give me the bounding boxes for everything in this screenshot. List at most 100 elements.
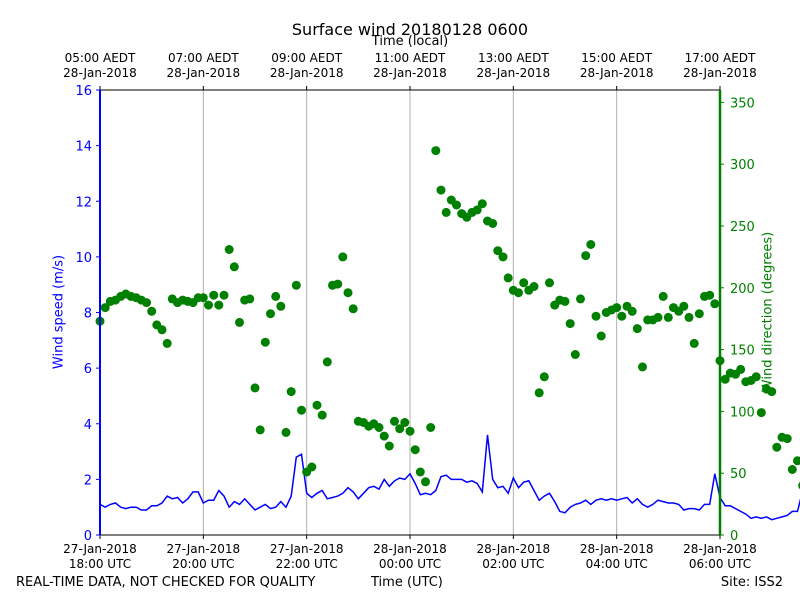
- wind-direction-point: [297, 405, 306, 415]
- wind-direction-point: [684, 312, 694, 322]
- x-tick-label-bottom: 28-Jan-2018: [477, 542, 551, 556]
- wind-direction-point: [142, 298, 151, 308]
- wind-direction-point: [276, 301, 286, 311]
- x-tick-label-top: 17:00 AEDT: [685, 51, 756, 65]
- y-right-tick-label: 350: [730, 96, 755, 111]
- wind-direction-point: [617, 311, 627, 321]
- wind-direction-point: [545, 278, 554, 288]
- wind-direction-point: [384, 441, 394, 451]
- wind-direction-point: [204, 300, 213, 310]
- axes: [96, 86, 724, 539]
- wind-direction-point: [307, 462, 317, 472]
- wind-direction-point: [570, 350, 580, 359]
- wind-direction-point: [400, 418, 410, 427]
- wind-direction-point: [514, 288, 523, 298]
- x-tick-label-top: 05:00 AEDT: [65, 51, 136, 65]
- x-tick-label-top: 13:00 AEDT: [478, 51, 549, 65]
- wind-direction-point: [503, 273, 513, 283]
- wind-direction-point: [452, 200, 461, 210]
- x-tick-label-bottom: 04:00 UTC: [586, 557, 648, 571]
- wind-direction-point: [214, 300, 224, 310]
- x-tick-label-bottom: 18:00 UTC: [69, 557, 131, 571]
- wind-direction-point: [147, 306, 157, 316]
- wind-direction-point: [586, 240, 596, 249]
- x-tick-label-bottom: 27-Jan-2018: [167, 542, 241, 556]
- wind-direction-point: [477, 199, 487, 209]
- wind-direction-point: [498, 252, 508, 262]
- wind-direction-point: [405, 426, 415, 436]
- x-tick-label-bottom: 20:00 UTC: [172, 557, 234, 571]
- wind-direction-point: [653, 312, 663, 322]
- wind-direction-point: [312, 400, 322, 410]
- wind-direction-point: [756, 408, 766, 418]
- wind-direction-point: [219, 290, 229, 300]
- wind-direction-point: [379, 431, 389, 441]
- y-left-tick-label: 0: [84, 529, 92, 544]
- top-axis-label: Time (local): [371, 34, 449, 49]
- wind-direction-point: [529, 282, 539, 291]
- wind-direction-point: [198, 293, 208, 303]
- wind-direction-point: [519, 278, 529, 288]
- right-axis-label: Wind direction (degrees): [760, 231, 776, 393]
- wind-direction-point: [772, 442, 782, 452]
- wind-direction-point: [421, 477, 430, 487]
- wind-direction-point: [100, 303, 110, 313]
- x-tick-label-top: 28-Jan-2018: [167, 66, 241, 80]
- x-tick-label-top: 28-Jan-2018: [270, 66, 344, 80]
- x-tick-label-top: 28-Jan-2018: [63, 66, 137, 80]
- wind-direction-point: [281, 427, 291, 437]
- wind-direction-point: [431, 146, 441, 156]
- x-tick-label-top: 11:00 AEDT: [375, 51, 446, 65]
- wind-direction-point: [260, 337, 270, 347]
- wind-direction-point: [679, 301, 689, 311]
- wind-direction-point: [751, 372, 761, 382]
- x-tick-label-bottom: 06:00 UTC: [689, 557, 751, 571]
- y-left-tick-label: 8: [84, 307, 92, 322]
- wind-direction-point: [322, 357, 332, 367]
- wind-direction-point: [787, 465, 797, 474]
- wind-direction-point: [689, 338, 699, 348]
- wind-direction-point: [162, 338, 172, 348]
- grid-lines: [202, 90, 618, 535]
- x-tick-label-bottom: 27-Jan-2018: [270, 542, 344, 556]
- wind-direction-point: [472, 205, 482, 215]
- x-tick-label-bottom: 00:00 UTC: [379, 557, 441, 571]
- wind-direction-point: [596, 331, 606, 341]
- x-tick-label-top: 28-Jan-2018: [373, 66, 447, 80]
- wind-direction-point: [534, 388, 544, 398]
- x-tick-label-bottom: 27-Jan-2018: [63, 542, 137, 556]
- x-tick-label-bottom: 28-Jan-2018: [683, 542, 757, 556]
- wind-direction-point: [255, 425, 265, 435]
- wind-direction-point: [426, 423, 436, 432]
- wind-direction-point: [663, 312, 673, 322]
- chart-title: Surface wind 20180128 0600: [291, 20, 529, 39]
- x-tick-label-top: 28-Jan-2018: [580, 66, 654, 80]
- wind-direction-point: [565, 319, 575, 329]
- bottom-axis-label: Time (UTC): [371, 575, 443, 590]
- x-tick-label-top: 28-Jan-2018: [683, 66, 757, 80]
- wind-direction-point: [157, 325, 167, 335]
- wind-direction-point: [581, 251, 591, 261]
- wind-direction-point: [632, 324, 642, 334]
- wind-direction-point: [245, 294, 255, 304]
- direction-series: [95, 146, 800, 490]
- wind-direction-point: [410, 445, 420, 455]
- wind-direction-point: [374, 423, 384, 432]
- y-right-tick-label: 250: [730, 220, 755, 235]
- wind-direction-point: [250, 383, 260, 393]
- wind-direction-point: [390, 416, 399, 426]
- wind-direction-point: [235, 317, 244, 327]
- wind-direction-point: [436, 185, 446, 195]
- speed-series: [99, 434, 800, 521]
- x-tick-label-bottom: 02:00 UTC: [482, 557, 544, 571]
- wind-direction-point: [317, 410, 327, 420]
- wind-direction-point: [441, 207, 451, 217]
- wind-direction-point: [694, 309, 704, 319]
- y-left-tick-label: 4: [84, 418, 92, 433]
- y-left-tick-label: 14: [75, 140, 92, 155]
- wind-direction-point: [782, 434, 792, 444]
- x-tick-label-top: 09:00 AEDT: [271, 51, 342, 65]
- wind-direction-point: [266, 309, 275, 319]
- y-right-tick-label: 0: [730, 529, 738, 544]
